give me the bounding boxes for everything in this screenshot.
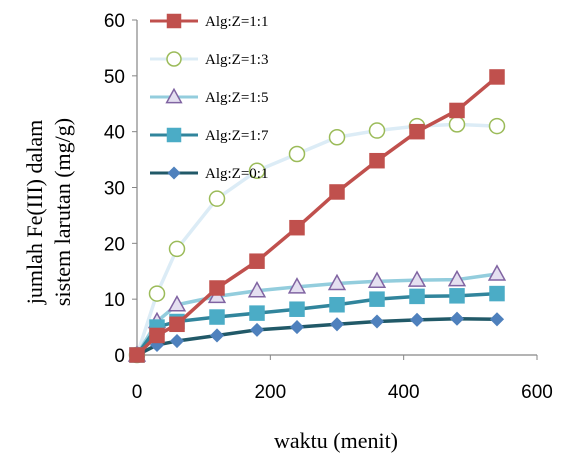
y-axis-title: jumlah Fe(III) dalam sistem larutan (mg/… [22, 118, 75, 306]
legend-label: Alg:Z=1:5 [205, 90, 268, 106]
data-point [489, 312, 505, 327]
data-point [369, 291, 385, 307]
data-point [129, 347, 145, 363]
legend-entry: Alg:Z=1:7 [150, 127, 269, 144]
x-axis-title: waktu (menit) [274, 428, 398, 453]
series-line [135, 272, 498, 356]
data-point [488, 117, 506, 135]
data-point [449, 102, 465, 119]
data-point [447, 269, 467, 287]
legend-entry: Alg:Z=1:5 [150, 87, 268, 106]
legend-label: Alg:Z=1:1 [205, 14, 268, 30]
data-point [407, 270, 427, 287]
data-point [247, 280, 267, 298]
data-point [149, 327, 165, 344]
data-point [289, 320, 305, 335]
y-tick-label: 60 [104, 11, 125, 32]
data-point [167, 294, 187, 312]
data-point [489, 285, 505, 302]
legend-marker [167, 166, 181, 180]
legend-label: Alg:Z=0:1 [205, 166, 268, 182]
series-2 [127, 264, 507, 362]
y-tick-label: 0 [114, 346, 125, 367]
data-point [327, 273, 347, 291]
y-tick-label: 10 [104, 290, 125, 311]
y-tick-label: 30 [104, 179, 125, 200]
data-point [249, 253, 265, 269]
data-point [289, 301, 305, 317]
legend-marker [166, 127, 182, 143]
data-point [369, 314, 385, 329]
legend-marker [165, 87, 183, 104]
data-point [329, 317, 345, 332]
x-tick-label: 0 [132, 382, 143, 403]
y-tick-label: 20 [104, 234, 125, 255]
legend-entry: Alg:Z=1:1 [150, 13, 268, 30]
legend-entry: Alg:Z=0:1 [150, 166, 268, 182]
data-point [209, 309, 225, 325]
y-tick-label: 40 [104, 123, 125, 144]
data-point [148, 285, 166, 302]
data-point [328, 129, 346, 146]
series-layer [127, 69, 507, 364]
data-point [448, 116, 466, 133]
data-point [409, 288, 425, 305]
data-point [489, 69, 505, 85]
y-axis-title-line-2: sistem larutan (mg/g) [50, 118, 75, 306]
legend: Alg:Z=1:1 Alg:Z=1:3 Alg:Z=1:5 Alg:Z=1:7 Alg:… [150, 13, 269, 182]
legend-entry: Alg:Z=1:3 [150, 51, 268, 68]
data-point [449, 288, 465, 304]
legend-label: Alg:Z=1:7 [205, 128, 269, 144]
legend-marker [166, 13, 182, 29]
data-point [289, 219, 305, 236]
data-point [209, 280, 225, 296]
data-point [288, 145, 306, 163]
data-point [329, 184, 345, 200]
y-tick-label: 50 [104, 67, 125, 88]
data-point [248, 162, 266, 179]
x-tick-label: 400 [388, 382, 420, 403]
legend-label: Alg:Z=1:3 [205, 52, 268, 68]
data-point [208, 190, 226, 207]
data-point [249, 322, 265, 337]
series-line [136, 316, 498, 357]
legend-marker [166, 51, 182, 67]
data-point [209, 328, 225, 343]
data-point [168, 240, 186, 258]
data-point [169, 316, 185, 333]
data-point [169, 333, 185, 349]
data-point [287, 277, 307, 294]
data-point [329, 297, 345, 313]
data-point [409, 123, 425, 140]
x-tick-label: 200 [254, 382, 286, 403]
data-point [368, 122, 386, 139]
series-line [135, 75, 499, 357]
axes [132, 19, 538, 360]
data-point [367, 271, 387, 289]
data-point [449, 311, 465, 326]
y-axis-title-line-1: jumlah Fe(III) dalam [22, 120, 47, 306]
data-point [487, 264, 507, 281]
data-point [409, 312, 425, 327]
x-tick-label: 600 [521, 382, 553, 403]
data-point [369, 152, 385, 169]
data-point [249, 305, 265, 321]
series-0 [129, 69, 505, 363]
